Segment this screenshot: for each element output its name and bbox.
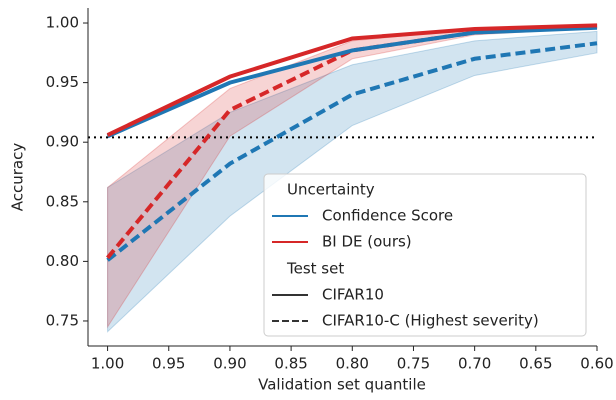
y-tick-label: 0.80	[46, 252, 79, 270]
legend-label: CIFAR10-C (Highest severity)	[322, 312, 539, 330]
series-line	[106, 25, 598, 139]
y-axis-label: Accuracy	[9, 143, 27, 212]
y-tick-label: 1.00	[46, 14, 79, 32]
legend-label: BI DE (ours)	[322, 233, 412, 251]
x-tick-label: 0.75	[397, 355, 430, 373]
x-tick-label: 0.90	[213, 355, 246, 373]
x-tick-label: 1.00	[91, 355, 124, 373]
legend-box	[263, 173, 587, 337]
legend-title: Test set	[286, 260, 344, 278]
legend-title: Uncertainty	[287, 181, 375, 199]
x-tick-label: 0.70	[458, 355, 491, 373]
x-tick-label: 0.60	[580, 355, 613, 373]
x-tick-label: 0.65	[519, 355, 552, 373]
legend-label: CIFAR10	[322, 286, 384, 304]
x-tick-label: 0.80	[336, 355, 369, 373]
y-tick-label: 0.75	[46, 311, 79, 329]
y-tick-label: 0.90	[46, 133, 79, 151]
y-tick-label: 0.85	[46, 192, 79, 210]
series-line	[106, 24, 598, 260]
x-axis-label: Validation set quantile	[258, 376, 426, 394]
series-line	[106, 23, 598, 137]
x-tick-label: 0.95	[152, 355, 185, 373]
x-tick-label: 0.85	[274, 355, 307, 373]
legend-label: Confidence Score	[322, 207, 453, 225]
y-tick-label: 0.95	[46, 73, 79, 91]
